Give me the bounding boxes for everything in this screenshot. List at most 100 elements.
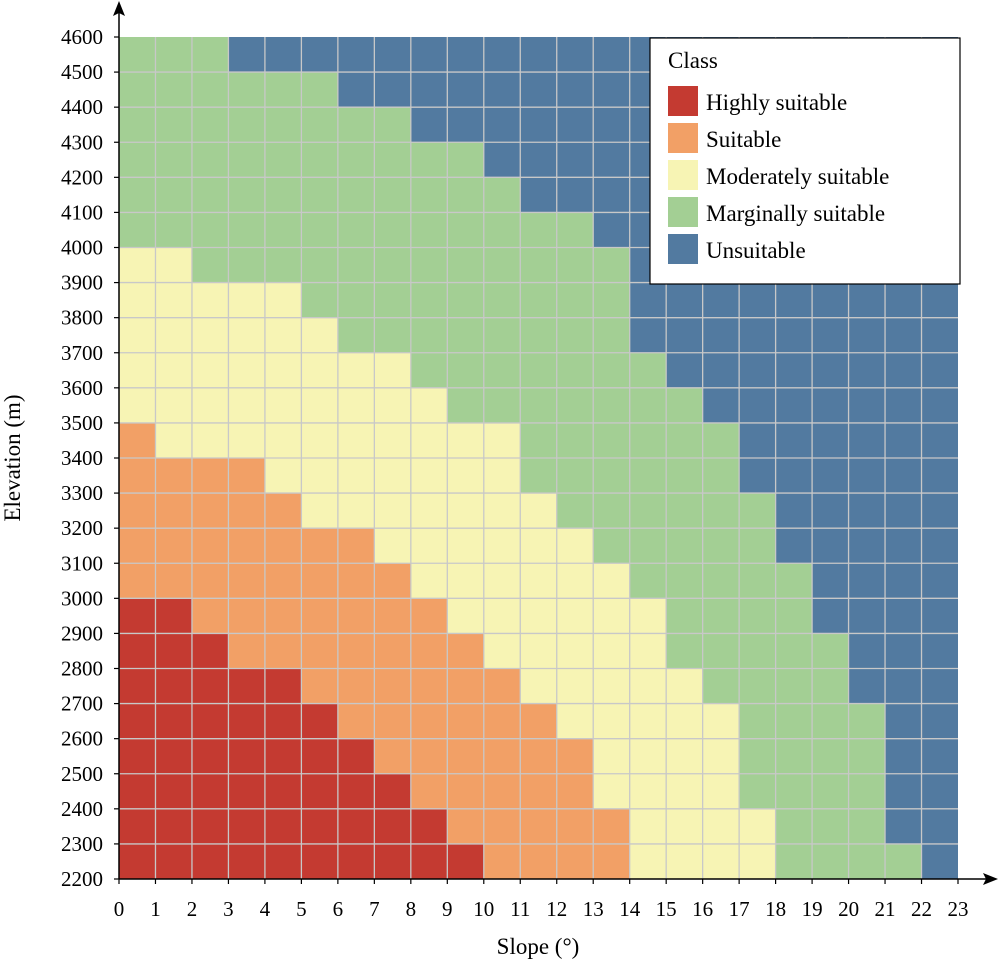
cell-unsuitable <box>885 458 922 494</box>
cell-marginally-suitable <box>191 142 229 178</box>
legend-swatch-unsuitable <box>668 234 698 264</box>
cell-marginally-suitable <box>337 177 375 213</box>
cell-unsuitable <box>848 422 886 458</box>
cell-marginally-suitable <box>848 808 886 844</box>
cell-marginally-suitable <box>775 773 813 809</box>
cell-marginally-suitable <box>155 37 192 73</box>
y-tick-label: 2500 <box>61 762 103 786</box>
cell-marginally-suitable <box>119 212 156 248</box>
cell-marginally-suitable <box>556 317 594 353</box>
cell-suitable <box>301 528 338 564</box>
cell-marginally-suitable <box>155 177 192 213</box>
cell-unsuitable <box>921 528 958 564</box>
cell-unsuitable <box>885 493 922 529</box>
cell-marginally-suitable <box>702 528 740 564</box>
cell-marginally-suitable <box>885 843 922 879</box>
cell-suitable <box>410 703 448 739</box>
cell-unsuitable <box>374 37 411 73</box>
cell-marginally-suitable <box>848 703 886 739</box>
cell-marginally-suitable <box>629 387 667 423</box>
cell-moderately-suitable <box>666 738 703 774</box>
y-tick-label: 2600 <box>61 727 103 751</box>
cell-marginally-suitable <box>228 247 265 283</box>
cell-suitable <box>119 563 156 599</box>
cell-highly-suitable <box>155 633 192 669</box>
cell-marginally-suitable <box>483 317 521 353</box>
legend-swatch-highly-suitable <box>668 86 698 116</box>
cell-unsuitable <box>739 422 776 458</box>
cell-moderately-suitable <box>593 598 630 634</box>
cell-highly-suitable <box>301 703 338 739</box>
cell-marginally-suitable <box>812 633 849 669</box>
cell-unsuitable <box>921 387 958 423</box>
cell-unsuitable <box>483 37 521 73</box>
cell-suitable <box>155 458 192 494</box>
cell-moderately-suitable <box>520 633 557 669</box>
cell-marginally-suitable <box>447 142 484 178</box>
cell-suitable <box>337 563 375 599</box>
y-tick-label: 2400 <box>61 797 103 821</box>
cell-moderately-suitable <box>264 458 302 494</box>
cell-moderately-suitable <box>119 387 156 423</box>
cell-marginally-suitable <box>374 212 411 248</box>
cell-marginally-suitable <box>483 352 521 388</box>
cell-unsuitable <box>739 352 776 388</box>
cell-marginally-suitable <box>812 808 849 844</box>
cell-moderately-suitable <box>483 493 521 529</box>
cell-marginally-suitable <box>155 142 192 178</box>
cell-marginally-suitable <box>301 282 338 318</box>
cell-suitable <box>593 808 630 844</box>
x-axis-title: Slope (°) <box>497 934 580 959</box>
cell-moderately-suitable <box>702 773 740 809</box>
cell-unsuitable <box>447 72 484 108</box>
cell-unsuitable <box>593 37 630 73</box>
cell-moderately-suitable <box>739 843 776 879</box>
cell-marginally-suitable <box>119 37 156 73</box>
cell-marginally-suitable <box>447 282 484 318</box>
cell-unsuitable <box>885 282 922 318</box>
x-tick-label: 7 <box>369 897 380 921</box>
cell-suitable <box>155 528 192 564</box>
cell-marginally-suitable <box>775 843 813 879</box>
axes <box>113 1 998 885</box>
cell-unsuitable <box>301 37 338 73</box>
cell-suitable <box>520 773 557 809</box>
cell-moderately-suitable <box>264 387 302 423</box>
cell-suitable <box>301 668 338 704</box>
cell-unsuitable <box>520 107 557 143</box>
cell-highly-suitable <box>374 808 411 844</box>
cell-marginally-suitable <box>556 247 594 283</box>
cell-unsuitable <box>739 458 776 494</box>
cell-moderately-suitable <box>556 528 594 564</box>
x-tick-label: 8 <box>406 897 417 921</box>
cell-marginally-suitable <box>374 107 411 143</box>
cell-moderately-suitable <box>447 458 484 494</box>
cell-suitable <box>556 843 594 879</box>
y-tick-label: 4600 <box>61 25 103 49</box>
cell-marginally-suitable <box>119 107 156 143</box>
cell-moderately-suitable <box>447 422 484 458</box>
cell-moderately-suitable <box>337 458 375 494</box>
cell-suitable <box>483 843 521 879</box>
cell-suitable <box>119 493 156 529</box>
cell-unsuitable <box>885 387 922 423</box>
cell-marginally-suitable <box>739 493 776 529</box>
cell-suitable <box>191 528 229 564</box>
cell-moderately-suitable <box>483 563 521 599</box>
x-tick-label: 3 <box>223 897 234 921</box>
cell-moderately-suitable <box>191 282 229 318</box>
cell-marginally-suitable <box>483 212 521 248</box>
cell-marginally-suitable <box>520 458 557 494</box>
cell-unsuitable <box>739 317 776 353</box>
legend-swatch-moderately-suitable <box>668 160 698 190</box>
cell-unsuitable <box>885 773 922 809</box>
y-tick-label: 3700 <box>61 341 103 365</box>
cell-marginally-suitable <box>629 352 667 388</box>
cell-unsuitable <box>812 352 849 388</box>
x-axis-arrow <box>983 873 998 885</box>
cell-moderately-suitable <box>301 493 338 529</box>
cell-moderately-suitable <box>666 808 703 844</box>
y-tick-label: 3800 <box>61 306 103 330</box>
cell-marginally-suitable <box>666 493 703 529</box>
cell-marginally-suitable <box>812 843 849 879</box>
